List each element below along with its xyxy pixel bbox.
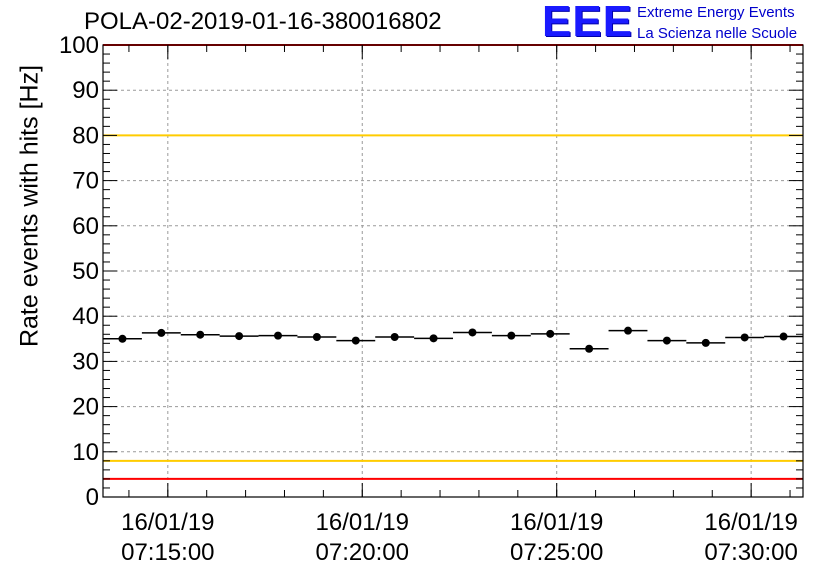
y-tick-label: 0 — [86, 484, 99, 511]
data-point — [390, 332, 399, 341]
x-tick-time: 07:20:00 — [316, 539, 409, 566]
data-point — [740, 333, 749, 342]
grid-lines — [103, 45, 803, 497]
x-tick-time: 07:15:00 — [121, 539, 214, 566]
data-point — [235, 332, 244, 341]
y-tick-label: 40 — [72, 303, 99, 330]
data-point — [196, 330, 205, 339]
data-point — [429, 334, 438, 343]
x-tick-date: 16/01/19 — [121, 509, 214, 536]
x-tick-time: 07:25:00 — [510, 539, 603, 566]
y-tick-label: 30 — [72, 348, 99, 375]
y-tick-label: 100 — [59, 32, 99, 59]
y-axis-label: Rate events with hits [Hz] — [15, 64, 44, 348]
y-tick-label: 90 — [72, 77, 99, 104]
x-tick-time: 07:30:00 — [704, 539, 797, 566]
x-tick-date: 16/01/19 — [704, 509, 797, 536]
data-point — [624, 326, 632, 335]
data-point — [312, 332, 321, 341]
data-point — [585, 344, 594, 353]
y-tick-label: 50 — [72, 258, 99, 285]
data-point — [507, 331, 516, 340]
y-tick-label: 80 — [72, 122, 99, 149]
y-tick-label: 10 — [72, 439, 99, 466]
limit-lines — [103, 44, 803, 480]
y-tick-label: 60 — [72, 213, 99, 240]
data-point — [351, 336, 360, 345]
data-point — [468, 328, 477, 337]
data-point — [662, 336, 671, 345]
logo-subtitle-2: La Scienza nelle Scuole — [637, 25, 798, 42]
chart-title: POLA-02-2019-01-16-380016802 — [84, 8, 442, 35]
x-tick-date: 16/01/19 — [510, 509, 603, 536]
data-point — [546, 329, 555, 338]
y-tick-label: 20 — [72, 394, 99, 421]
y-tick-label: 70 — [72, 168, 99, 195]
y-axis-ticks: 0 10 20 30 40 50 60 70 80 90 100 — [59, 32, 803, 511]
data-point — [274, 331, 282, 340]
logo-subtitle-1: Extreme Energy Events — [637, 4, 795, 21]
data-point — [118, 334, 127, 343]
data-series — [103, 326, 803, 353]
eee-logo: EEE — [542, 0, 634, 46]
x-tick-date: 16/01/19 — [316, 509, 409, 536]
data-point — [157, 328, 166, 337]
data-point — [779, 332, 788, 341]
data-point — [701, 338, 710, 347]
x-axis-ticks: 16/01/19 07:15:00 16/01/19 07:20:00 16/01/19… — [121, 45, 798, 566]
